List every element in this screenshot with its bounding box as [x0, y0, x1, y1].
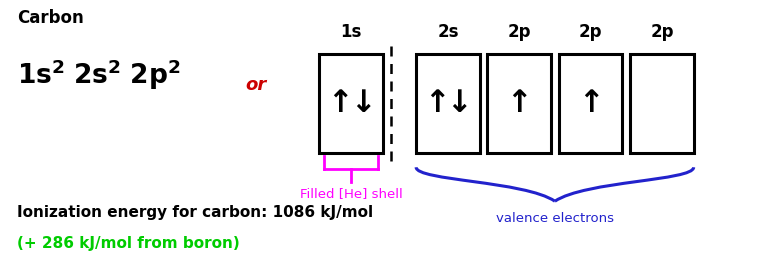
Text: Ionization energy for carbon: 1086 kJ/mol: Ionization energy for carbon: 1086 kJ/mo…: [17, 205, 373, 220]
Text: Filled [He] shell: Filled [He] shell: [300, 187, 402, 200]
Text: (+ 286 kJ/mol from boron): (+ 286 kJ/mol from boron): [17, 237, 240, 252]
Bar: [416, 54, 480, 153]
Bar: [559, 54, 622, 153]
Text: ↓: ↓: [349, 89, 375, 118]
Text: ↑: ↑: [578, 89, 603, 118]
Text: ↑: ↑: [424, 89, 449, 118]
Text: 2p: 2p: [650, 23, 674, 41]
Bar: [630, 54, 694, 153]
Bar: [488, 54, 551, 153]
Text: or: or: [246, 76, 267, 94]
Text: valence electrons: valence electrons: [496, 212, 614, 225]
Text: ↑: ↑: [327, 89, 352, 118]
Text: 1s: 1s: [340, 23, 362, 41]
Text: 2s: 2s: [437, 23, 459, 41]
Text: ↓: ↓: [447, 89, 472, 118]
Text: Carbon: Carbon: [17, 9, 84, 27]
Text: 2p: 2p: [579, 23, 602, 41]
Text: $\mathbf{1s^2\ 2s^2\ 2p^2}$: $\mathbf{1s^2\ 2s^2\ 2p^2}$: [17, 57, 180, 92]
Bar: [319, 54, 383, 153]
Text: 2p: 2p: [507, 23, 531, 41]
Text: ↑: ↑: [506, 89, 532, 118]
